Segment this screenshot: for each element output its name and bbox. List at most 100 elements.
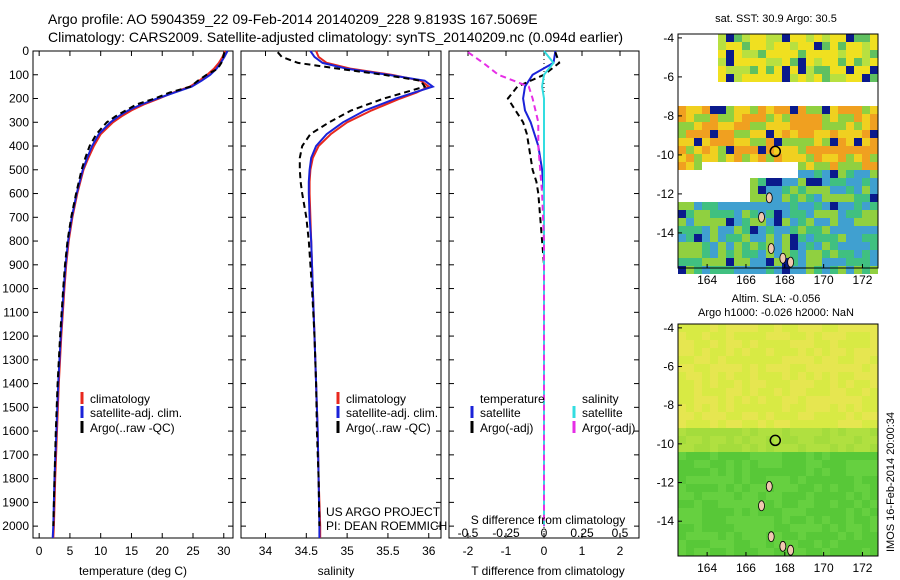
sst-map-cell [734,234,742,242]
sla-map-cell [702,460,710,468]
sst-map-cell [774,202,782,210]
s-difference-tick-label: 0.25 [570,526,594,540]
sla-map-cell [822,540,830,548]
sst-map-cell [758,34,766,42]
sst-map-cell [838,162,846,170]
sst-map-cell [782,146,790,154]
sla-map-cell [774,508,782,516]
sst-map-cell [678,122,686,130]
sst-map-cell [838,202,846,210]
sla-map-cell [678,484,686,492]
sla-map-ytick-label: -12 [657,476,675,490]
sla-map-cell [758,540,766,548]
sst-map-cell [734,114,742,122]
sla-map-cell [838,404,846,412]
sst-map-cell [782,194,790,202]
sla-map-cell [846,396,854,404]
sla-map-cell [742,540,750,548]
sla-map-cell [782,420,790,428]
sst-map-cell [702,34,710,42]
sla-map-cell [774,348,782,356]
sst-map-cell [854,234,862,242]
sla-map-cell [798,468,806,476]
sst-map-cell [822,42,830,50]
sst-map-cell [814,74,822,82]
sla-map-cell [782,508,790,516]
sst-map-cell [694,178,702,186]
sla-map-cell [814,412,822,420]
sst-map-cell [854,242,862,250]
sla-map-cell [774,340,782,348]
credit-line-2: PI: DEAN ROEMMICH [326,519,447,533]
sla-island-shape [758,500,765,512]
sst-map-cell [742,210,750,218]
sla-map-cell [702,372,710,380]
sla-map-cell [750,348,758,356]
sla-map-cell [678,444,686,452]
sst-map-cell [838,58,846,66]
sst-map-cell [822,138,830,146]
sla-map-cell [782,436,790,444]
series-line-climatology [52,50,226,539]
sla-map-cell [862,444,870,452]
sla-map-cell [854,492,862,500]
sst-map-cell [846,50,854,58]
sst-map-cell [870,170,878,178]
sla-map-cell [734,332,742,340]
sst-map-cell [854,66,862,74]
sst-map-cell [798,50,806,58]
sst-map-cell [790,266,798,274]
s-difference-tick-label: -0.5 [458,526,479,540]
series-line-salinity-argo-adj- [467,51,545,527]
sst-map-xtick-label: 168 [775,273,795,287]
sst-map-cell [758,98,766,106]
sst-map-cell [774,162,782,170]
sst-map-cell [718,154,726,162]
sla-map-cell [742,332,750,340]
sst-map-cell [854,226,862,234]
sla-map-cell [782,460,790,468]
sst-map-cell [750,122,758,130]
sst-map-cell [750,234,758,242]
sst-map-cell [702,154,710,162]
sla-map-cell [822,436,830,444]
sla-map-cell [734,396,742,404]
sst-map-cell [806,66,814,74]
sla-map-cell [830,396,838,404]
sst-map-cell [726,186,734,194]
sla-map-cell [782,516,790,524]
sla-map-cell [830,364,838,372]
sst-map-cell [734,258,742,266]
sla-map-cell [790,436,798,444]
sst-map-cell [766,186,774,194]
sst-map-cell [870,74,878,82]
sst-map-cell [742,202,750,210]
sla-map-cell [774,324,782,332]
sst-map-cell [822,146,830,154]
sst-map-cell [718,74,726,82]
sla-map-cell [678,460,686,468]
sst-map-cell [798,114,806,122]
sst-map-cell [822,250,830,258]
sla-map-cell [766,412,774,420]
sst-map-cell [830,42,838,50]
sla-map-cell [798,540,806,548]
sst-map-cell [830,146,838,154]
sla-map-cell [734,444,742,452]
sst-map-cell [694,90,702,98]
sla-map-cell [814,452,822,460]
sla-map-cell [702,428,710,436]
sst-map-cell [782,218,790,226]
sla-map-cell [782,428,790,436]
sla-island-shape [787,544,795,556]
sst-map-cell [766,162,774,170]
sst-map-cell [678,114,686,122]
sla-map-cell [838,428,846,436]
sst-map-cell [758,146,766,154]
sla-map-cell [694,524,702,532]
sst-map-cell [678,218,686,226]
sst-map-cell [806,122,814,130]
sst-map-cell [846,114,854,122]
sst-map-xtick-label: 170 [814,273,834,287]
